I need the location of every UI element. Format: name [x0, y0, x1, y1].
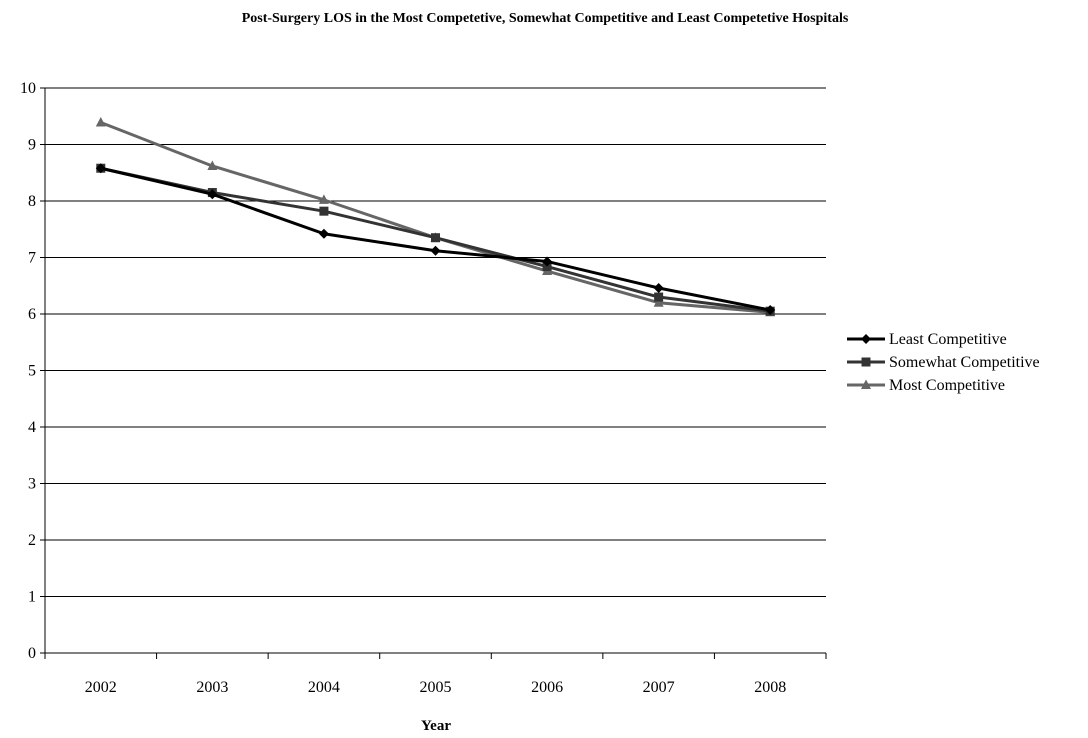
legend-label: Somewhat Competitive [889, 354, 1040, 371]
data-point [542, 256, 553, 267]
data-point [542, 262, 552, 272]
legend: Least Competitive Somewhat Competitive Mos… [847, 331, 1040, 394]
series-least-competitive [95, 163, 776, 316]
y-tick-label: 4 [28, 419, 36, 436]
y-tick-label: 0 [28, 645, 36, 662]
data-point [95, 163, 106, 174]
grid-lines [45, 87, 826, 597]
y-tick-label: 6 [28, 306, 36, 323]
x-tick-label: 2005 [420, 679, 452, 696]
legend-label: Most Competitive [889, 377, 1005, 394]
chart-title: Post-Surgery LOS in the Most Competetive… [242, 11, 849, 26]
data-point [207, 160, 218, 170]
x-tick-label: 2004 [308, 679, 340, 696]
series-line [100, 121, 771, 314]
y-tick-label: 8 [28, 193, 36, 210]
x-tick-label: 2002 [85, 679, 117, 696]
data-point [430, 245, 441, 256]
x-tick-label: 2007 [643, 679, 675, 696]
data-point [765, 305, 776, 316]
series-lines [95, 116, 776, 317]
y-tick-labels: 0 1 2 3 4 5 6 7 8 9 10 [20, 80, 36, 662]
y-tick-label: 1 [28, 589, 36, 606]
legend-marker [861, 334, 871, 344]
x-tick-label: 2008 [754, 679, 786, 696]
data-point [95, 116, 106, 127]
data-point [318, 194, 329, 204]
y-tick-label: 2 [28, 532, 36, 549]
legend-marker [861, 379, 871, 389]
data-point [653, 283, 664, 294]
y-tick-label: 7 [28, 250, 36, 267]
legend-label: Least Competitive [889, 331, 1007, 348]
data-point [654, 292, 664, 302]
series-somewhat-competitive [96, 163, 775, 316]
data-point [319, 206, 329, 216]
x-tick-labels: 2002 2003 2004 2005 2006 2007 2008 [85, 679, 786, 696]
x-tick-label: 2006 [531, 679, 563, 696]
series-most-competitive [95, 116, 776, 317]
data-point [653, 297, 664, 307]
y-tick-label: 9 [28, 137, 36, 154]
legend-item: Most Competitive [847, 377, 1005, 394]
data-point [318, 228, 329, 239]
x-axis-title: Year [421, 718, 451, 734]
y-tick-label: 10 [20, 80, 36, 97]
legend-item: Somewhat Competitive [847, 354, 1040, 371]
y-tick-label: 5 [28, 363, 36, 380]
data-point [207, 189, 218, 200]
data-point [431, 233, 440, 243]
axes [40, 87, 827, 659]
legend-item: Least Competitive [847, 331, 1007, 348]
y-tick-label: 3 [28, 476, 36, 493]
legend-marker [861, 357, 871, 367]
x-tick-label: 2003 [196, 679, 228, 696]
